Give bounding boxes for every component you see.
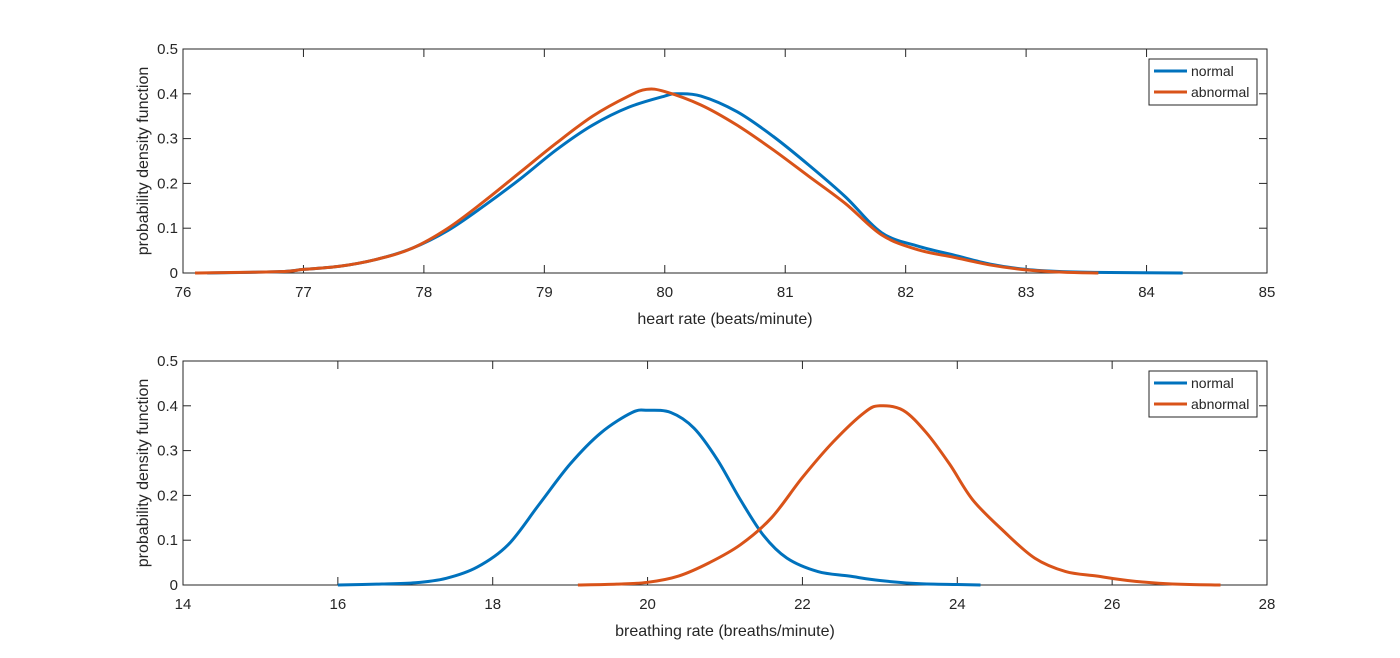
y-tick-label: 0.1: [157, 220, 178, 237]
y-tick-label: 0.3: [157, 443, 178, 460]
x-tick-label: 82: [897, 284, 914, 301]
y-tick-label: 0.4: [157, 86, 178, 103]
x-tick-label: 22: [794, 596, 811, 613]
series-line-abnormal: [195, 87, 1099, 275]
legend: normal abnormal: [1148, 58, 1258, 106]
y-tick-label: 0.5: [157, 353, 178, 370]
series-line-abnormal: [577, 404, 1221, 587]
y-tick-label: 0: [170, 265, 178, 282]
x-tick-label: 85: [1259, 284, 1276, 301]
y-tick-label: 0.3: [157, 131, 178, 148]
x-tick-label: 80: [656, 284, 673, 301]
breathing-rate-chart: 14 16 18 20 22 24 26 28 0 0.1 0.2 0.3 0.4 0.5 breathin…: [135, 353, 1275, 640]
x-axis-label: breathing rate (breaths/minute): [615, 623, 835, 640]
x-tick-label: 81: [777, 284, 794, 301]
plot-area: [182, 48, 1268, 274]
y-tick-label: 0.4: [157, 398, 178, 415]
y-tick-label: 0.1: [157, 532, 178, 549]
x-tick-label: 20: [639, 596, 656, 613]
y-tick-label: 0: [170, 577, 178, 594]
legend-box: [1148, 58, 1258, 106]
y-tick-label: 0.2: [157, 487, 178, 504]
x-tick-label: 26: [1104, 596, 1121, 613]
legend-box: [1148, 370, 1258, 418]
x-tick-label: 76: [175, 284, 192, 301]
x-tick-label: 24: [949, 596, 966, 613]
y-axis-label: probability density function: [135, 379, 152, 568]
legend: normal abnormal: [1148, 370, 1258, 418]
x-tick-label: 14: [175, 596, 192, 613]
heart-rate-chart: 76 77 78 79 80 81 82 83 84 85 0 0.1 0.2 0.3 0.4 0.5 hear…: [135, 41, 1275, 328]
x-tick-label: 77: [295, 284, 312, 301]
legend-label-normal: normal: [1191, 63, 1234, 79]
legend-label-normal: normal: [1191, 375, 1234, 391]
x-tick-label: 78: [416, 284, 433, 301]
x-tick-label: 84: [1138, 284, 1155, 301]
y-tick-label: 0.5: [157, 41, 178, 58]
legend-label-abnormal: abnormal: [1191, 396, 1249, 412]
x-axis-label: heart rate (beats/minute): [637, 311, 812, 328]
y-tick-label: 0.2: [157, 175, 178, 192]
x-tick-label: 16: [330, 596, 347, 613]
series-line-normal: [337, 408, 981, 587]
legend-label-abnormal: abnormal: [1191, 84, 1249, 100]
x-tick-label: 28: [1259, 596, 1276, 613]
x-tick-label: 83: [1018, 284, 1035, 301]
x-tick-label: 18: [484, 596, 501, 613]
y-axis-label: probability density function: [135, 67, 152, 256]
x-tick-label: 79: [536, 284, 553, 301]
